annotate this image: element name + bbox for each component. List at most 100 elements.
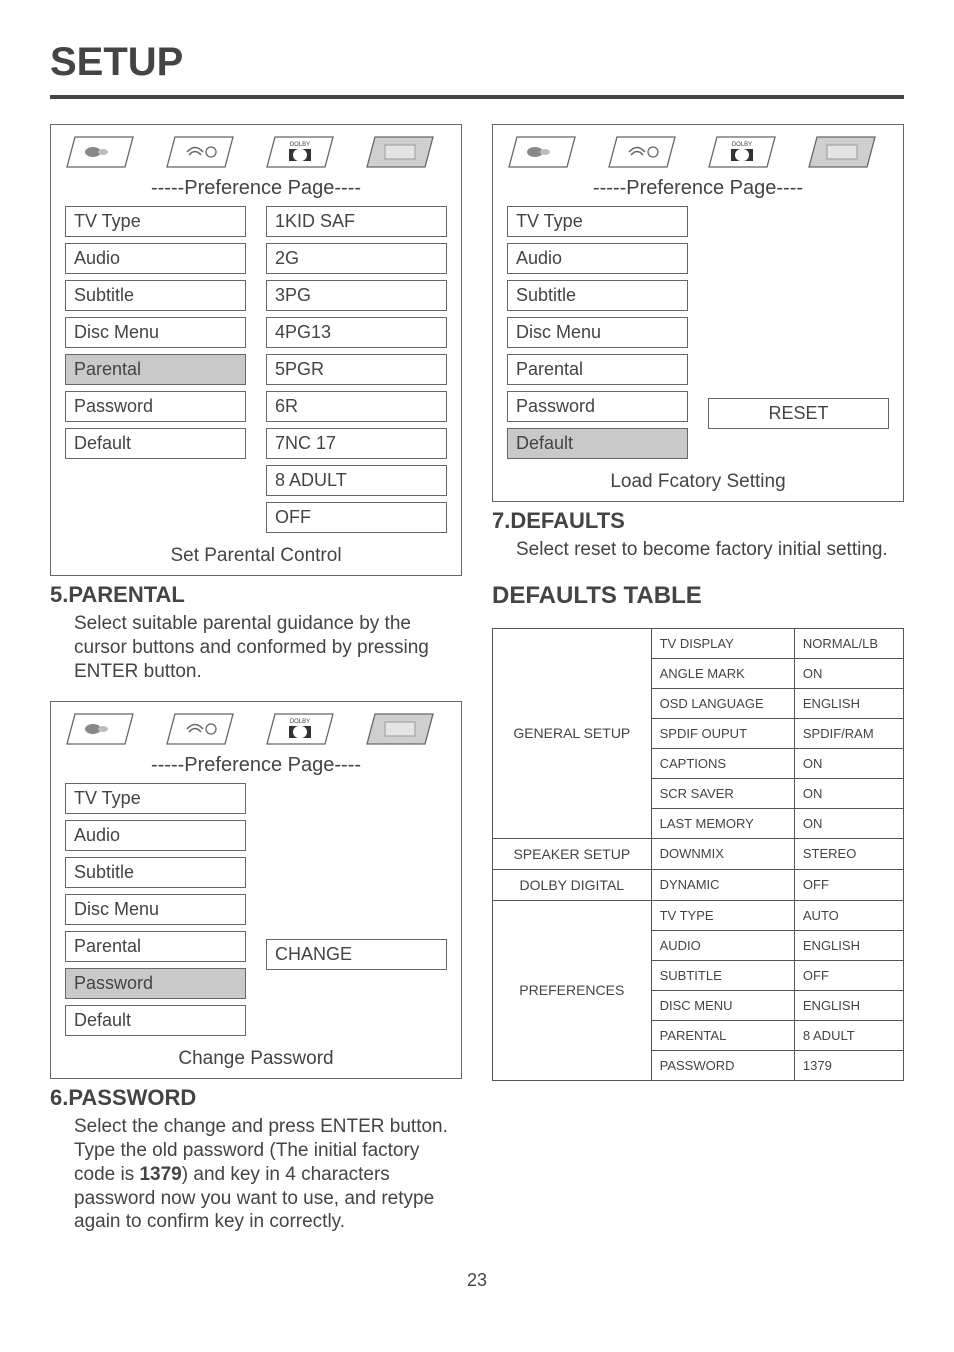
right-column: DOLBY -----Preference Page---- TV Type A… xyxy=(492,124,904,1252)
menu-item-parental[interactable]: Parental xyxy=(65,931,246,962)
menu-item-tvtype[interactable]: TV Type xyxy=(507,206,688,237)
menu-item-audio[interactable]: Audio xyxy=(507,243,688,274)
table-value: ON xyxy=(794,778,903,808)
section-5-head: 5.PARENTAL xyxy=(50,582,462,608)
dolby-tab-icon: DOLBY xyxy=(265,710,335,746)
menu-item-discmenu[interactable]: Disc Menu xyxy=(507,317,688,348)
table-setting: ANGLE MARK xyxy=(651,658,794,688)
menu-password: DOLBY -----Preference Page---- TV Type A… xyxy=(50,701,462,1079)
table-value: ENGLISH xyxy=(794,688,903,718)
s6-code: 1379 xyxy=(139,1164,181,1185)
rating-off[interactable]: OFF xyxy=(266,502,447,533)
rating-3[interactable]: 3PG xyxy=(266,280,447,311)
table-setting: SUBTITLE xyxy=(651,960,794,990)
table-value: NORMAL/LB xyxy=(794,628,903,658)
video-tab-icon xyxy=(365,133,435,169)
rating-2[interactable]: 2G xyxy=(266,243,447,274)
table-setting: SPDIF OUPUT xyxy=(651,718,794,748)
table-setting: TV TYPE xyxy=(651,900,794,930)
table-value: ENGLISH xyxy=(794,930,903,960)
rating-5[interactable]: 5PGR xyxy=(266,354,447,385)
menu-item-parental[interactable]: Parental xyxy=(65,354,246,385)
menu-item-default[interactable]: Default xyxy=(65,428,246,459)
dolby-tab-icon: DOLBY xyxy=(265,133,335,169)
svg-text:DOLBY: DOLBY xyxy=(290,142,310,148)
video-tab-icon xyxy=(365,710,435,746)
menu-right-col: 1KID SAF 2G 3PG 4PG13 5PGR 6R 7NC 17 8 A… xyxy=(266,206,447,539)
menu-item-password[interactable]: Password xyxy=(65,968,246,999)
rating-4[interactable]: 4PG13 xyxy=(266,317,447,348)
change-option[interactable]: CHANGE xyxy=(266,939,447,970)
defaults-table: GENERAL SETUPTV DISPLAYNORMAL/LBANGLE MA… xyxy=(492,628,904,1081)
table-value: SPDIF/RAM xyxy=(794,718,903,748)
table-value: ON xyxy=(794,808,903,838)
rating-8[interactable]: 8 ADULT xyxy=(266,465,447,496)
video-tab-icon xyxy=(807,133,877,169)
menu-item-subtitle[interactable]: Subtitle xyxy=(65,280,246,311)
caption-password: Change Password xyxy=(61,1042,451,1072)
table-setting: DOWNMIX xyxy=(651,838,794,869)
table-category: GENERAL SETUP xyxy=(493,628,652,838)
tab-row-3: DOLBY xyxy=(503,133,893,173)
reset-option[interactable]: RESET xyxy=(708,398,889,429)
menu-left-col-2: TV Type Audio Subtitle Disc Menu Parenta… xyxy=(65,783,246,1042)
svg-text:DOLBY: DOLBY xyxy=(290,719,310,725)
pref-header-3: -----Preference Page---- xyxy=(503,177,893,200)
menu-item-default[interactable]: Default xyxy=(507,428,688,459)
section-7-head: 7.DEFAULTS xyxy=(492,508,904,534)
pref-header-2: -----Preference Page---- xyxy=(61,754,451,777)
rating-1[interactable]: 1KID SAF xyxy=(266,206,447,237)
table-setting: OSD LANGUAGE xyxy=(651,688,794,718)
section-5-body: Select suitable parental guidance by the… xyxy=(50,612,462,683)
title-rule xyxy=(50,95,904,99)
menu-item-discmenu[interactable]: Disc Menu xyxy=(65,894,246,925)
menu-parental: DOLBY -----Preference Page---- TV Type A… xyxy=(50,124,462,576)
table-value: AUTO xyxy=(794,900,903,930)
table-row: PREFERENCESTV TYPEAUTO xyxy=(493,900,904,930)
menu-item-password[interactable]: Password xyxy=(65,391,246,422)
table-value: ON xyxy=(794,658,903,688)
table-category: DOLBY DIGITAL xyxy=(493,869,652,900)
gear-tab-icon xyxy=(507,133,577,169)
table-value: STEREO xyxy=(794,838,903,869)
menu-item-audio[interactable]: Audio xyxy=(65,243,246,274)
table-value: 1379 xyxy=(794,1050,903,1080)
table-value: OFF xyxy=(794,960,903,990)
menu-item-subtitle[interactable]: Subtitle xyxy=(65,857,246,888)
section-7-body: Select reset to become factory initial s… xyxy=(492,538,904,562)
menu-right-col-3: RESET xyxy=(708,206,889,465)
table-setting: TV DISPLAY xyxy=(651,628,794,658)
page-number: 23 xyxy=(50,1270,904,1291)
menu-item-password[interactable]: Password xyxy=(507,391,688,422)
menu-item-parental[interactable]: Parental xyxy=(507,354,688,385)
table-value: ENGLISH xyxy=(794,990,903,1020)
table-setting: CAPTIONS xyxy=(651,748,794,778)
caption-parental: Set Parental Control xyxy=(61,539,451,569)
menu-left-col: TV Type Audio Subtitle Disc Menu Parenta… xyxy=(65,206,246,539)
table-category: SPEAKER SETUP xyxy=(493,838,652,869)
rating-6[interactable]: 6R xyxy=(266,391,447,422)
table-value: ON xyxy=(794,748,903,778)
table-setting: SCR SAVER xyxy=(651,778,794,808)
speaker-tab-icon xyxy=(165,710,235,746)
menu-item-default[interactable]: Default xyxy=(65,1005,246,1036)
section-6-body: Select the change and press ENTER button… xyxy=(50,1115,462,1234)
left-column: DOLBY -----Preference Page---- TV Type A… xyxy=(50,124,462,1252)
menu-item-discmenu[interactable]: Disc Menu xyxy=(65,317,246,348)
menu-item-audio[interactable]: Audio xyxy=(65,820,246,851)
gear-tab-icon xyxy=(65,710,135,746)
svg-text:DOLBY: DOLBY xyxy=(732,142,752,148)
table-row: SPEAKER SETUPDOWNMIXSTEREO xyxy=(493,838,904,869)
menu-right-col-2: CHANGE xyxy=(266,783,447,1042)
table-value: OFF xyxy=(794,869,903,900)
table-setting: DISC MENU xyxy=(651,990,794,1020)
menu-item-tvtype[interactable]: TV Type xyxy=(65,783,246,814)
rating-7[interactable]: 7NC 17 xyxy=(266,428,447,459)
table-setting: AUDIO xyxy=(651,930,794,960)
table-row: GENERAL SETUPTV DISPLAYNORMAL/LB xyxy=(493,628,904,658)
tab-row: DOLBY xyxy=(61,133,451,173)
menu-item-subtitle[interactable]: Subtitle xyxy=(507,280,688,311)
table-setting: PASSWORD xyxy=(651,1050,794,1080)
menu-item-tvtype[interactable]: TV Type xyxy=(65,206,246,237)
table-setting: DYNAMIC xyxy=(651,869,794,900)
